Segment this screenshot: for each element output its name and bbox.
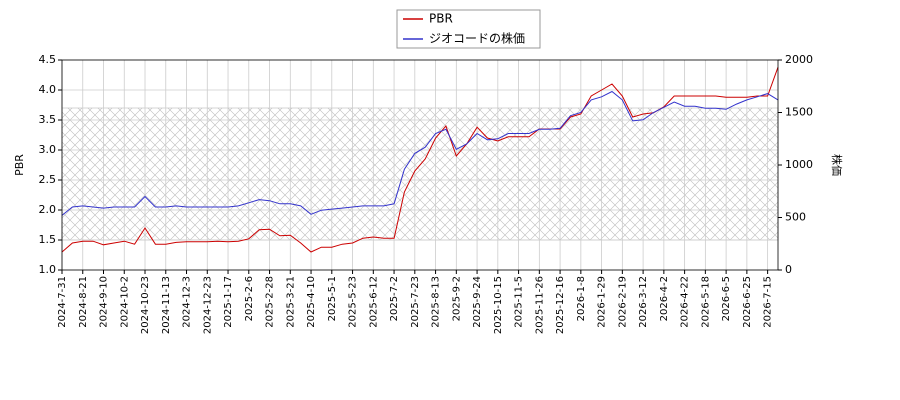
x-tick-label: 2025-6-12 xyxy=(368,276,379,328)
shaded-band xyxy=(61,107,779,241)
x-tick-label: 2024-8-21 xyxy=(78,276,89,328)
x-tick-label: 2025-9-2 xyxy=(451,276,462,321)
y-tick-label: 1.0 xyxy=(39,263,57,276)
x-tick-label: 2025-5-1 xyxy=(327,276,338,321)
x-tick-label: 2024-12-3 xyxy=(182,276,193,328)
y-tick-label: 2.0 xyxy=(39,203,57,216)
y2-tick-label: 1000 xyxy=(785,158,813,171)
y-tick-label: 1.5 xyxy=(39,233,57,246)
x-tick-label: 2025-2-28 xyxy=(265,276,276,328)
x-tick-label: 2026-5-18 xyxy=(700,276,711,328)
y2-tick-label: 2000 xyxy=(785,53,813,66)
x-tick-label: 2024-10-23 xyxy=(140,276,151,334)
x-tick-label: 2026-1-29 xyxy=(597,276,608,328)
x-tick-label: 2024-12-23 xyxy=(202,276,213,334)
x-tick-label: 2025-11-5 xyxy=(514,276,525,328)
x-tick-label: 2024-11-13 xyxy=(161,276,172,334)
x-tick-label: 2026-2-19 xyxy=(617,276,628,328)
legend-box xyxy=(396,9,541,49)
y2-tick-label: 500 xyxy=(785,211,806,224)
x-tick-label: 2025-11-26 xyxy=(534,276,545,334)
x-tick-label: 2024-9-10 xyxy=(99,276,110,328)
x-tick-label: 2026-6-25 xyxy=(742,276,753,328)
x-tick-label: 2025-2-6 xyxy=(244,276,255,321)
y-tick-label: 2.5 xyxy=(39,173,57,186)
x-tick-label: 2025-4-10 xyxy=(306,276,317,328)
x-tick-label: 2026-1-8 xyxy=(576,276,587,321)
legend-label: PBR xyxy=(429,12,453,26)
x-tick-label: 2025-9-24 xyxy=(472,276,483,328)
x-tick-label: 2026-6-5 xyxy=(721,276,732,321)
y-tick-label: 4.0 xyxy=(39,83,57,96)
y-axis-label: PBR xyxy=(13,154,26,176)
x-tick-label: 2024-10-2 xyxy=(119,276,130,328)
x-tick-label: 2026-3-12 xyxy=(638,276,649,328)
y2-tick-label: 0 xyxy=(785,263,792,276)
y2-axis-label: 株価 xyxy=(830,154,844,176)
plot-frame xyxy=(61,59,779,271)
y2-tick-label: 1500 xyxy=(785,106,813,119)
y-tick-label: 4.5 xyxy=(39,53,57,66)
x-tick-label: 2026-7-15 xyxy=(763,276,774,328)
x-tick-label: 2025-7-23 xyxy=(410,276,421,328)
y-tick-label: 3.5 xyxy=(39,113,57,126)
x-tick-label: 2025-3-21 xyxy=(285,276,296,328)
y-tick-label: 3.0 xyxy=(39,143,57,156)
x-tick-label: 2024-7-31 xyxy=(57,276,68,328)
x-tick-label: 2025-1-17 xyxy=(223,276,234,328)
x-tick-label: 2026-4-2 xyxy=(659,276,670,321)
x-tick-label: 2025-12-16 xyxy=(555,276,566,334)
x-tick-label: 2026-4-22 xyxy=(680,276,691,328)
x-tick-label: 2025-10-15 xyxy=(493,276,504,334)
legend-label: ジオコードの株価 xyxy=(429,31,525,46)
x-tick-label: 2025-8-13 xyxy=(431,276,442,328)
x-tick-label: 2025-5-23 xyxy=(348,276,359,328)
x-tick-label: 2025-7-2 xyxy=(389,276,400,321)
legend: PBR ジオコードの株価 xyxy=(396,9,541,49)
series-line xyxy=(61,90,779,216)
